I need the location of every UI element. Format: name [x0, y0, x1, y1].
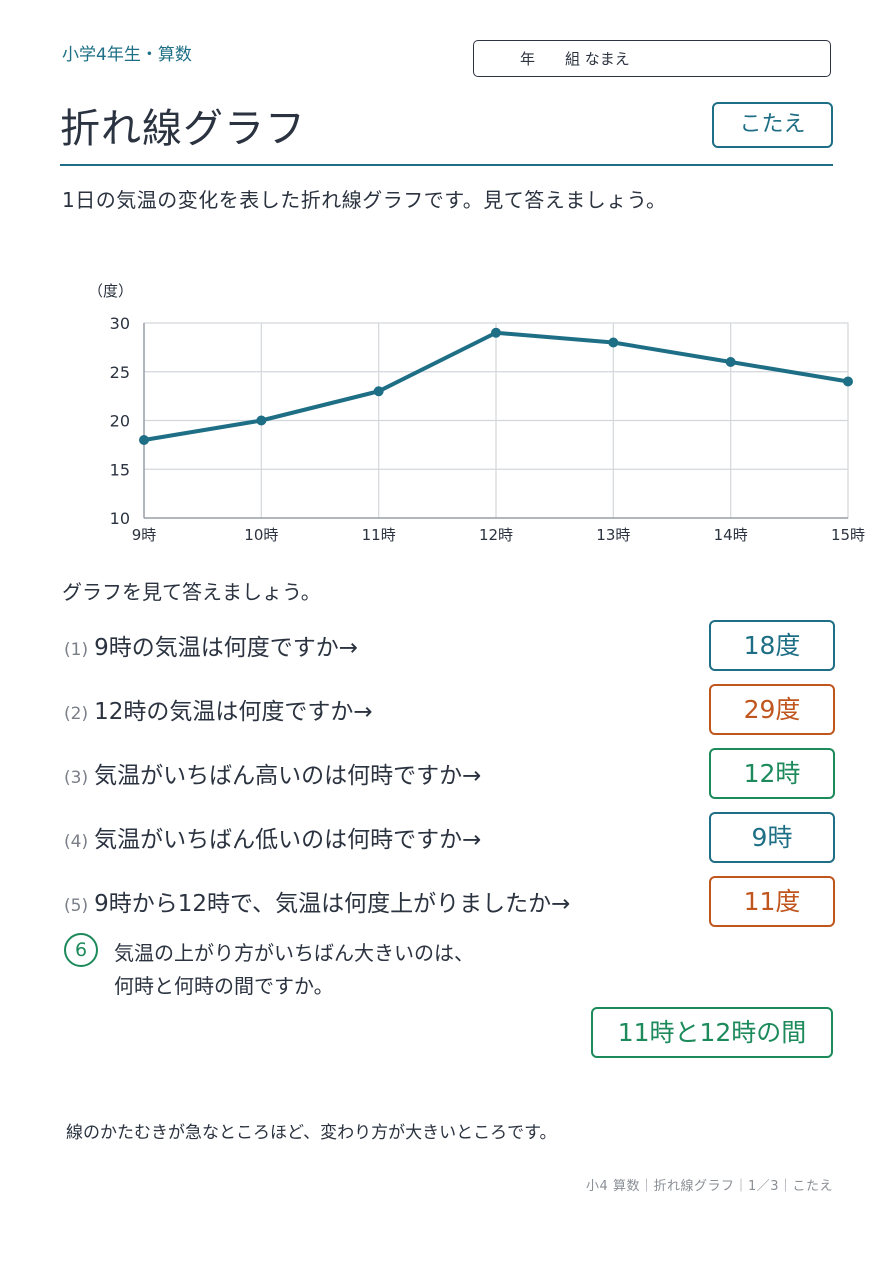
question-6-line1: 気温の上がり方がいちばん大きいのは、: [114, 941, 474, 965]
question-number: (3): [64, 768, 89, 788]
question-5: (5) 9時から12時で、気温は何度上がりましたか→: [64, 884, 570, 918]
data-point: [725, 357, 736, 367]
x-tick-label: 9時: [132, 526, 157, 544]
y-axis-label: （度）: [88, 282, 133, 300]
y-tick-label: 10: [110, 509, 130, 528]
question-2: (2) 12時の気温は何度ですか→: [64, 692, 373, 726]
question-number: (4): [64, 832, 89, 852]
question-text: 気温がいちばん低いのは何時ですか→: [94, 827, 482, 853]
x-tick-label: 10時: [244, 526, 278, 544]
y-tick-label: 30: [110, 314, 130, 333]
x-tick-label: 14時: [714, 526, 748, 544]
questions-heading: グラフを見て答えましょう。: [62, 580, 321, 604]
hint-note: 線のかたむきが急なところほど、変わり方が大きいところです。: [66, 1123, 557, 1143]
question-number: (5): [64, 896, 89, 916]
answer-box: 11度: [709, 876, 835, 927]
subject-label: 小学4年生・算数: [62, 45, 192, 65]
y-tick-label: 25: [110, 363, 130, 382]
x-tick-label: 12時: [479, 526, 513, 544]
question-text: 気温がいちばん高いのは何時ですか→: [94, 763, 482, 789]
line-chart: 10 15 20 25 30 9時 10時 11時 12時 13時 14時 15時 （度）: [88, 282, 865, 544]
question-number: (1): [64, 640, 89, 660]
title-divider: [60, 164, 833, 166]
page-footer: 小4 算数｜折れ線グラフ｜1／3｜こたえ: [586, 1179, 833, 1194]
answer-box: 9時: [709, 812, 835, 863]
question-text: 9時から12時で、気温は何度上がりましたか→: [94, 891, 571, 917]
name-box[interactable]: 年 組 なまえ: [473, 40, 831, 77]
intro-text: 1日の気温の変化を表した折れ線グラフです。見て答えましょう。: [62, 188, 667, 212]
question-3: (3) 気温がいちばん高いのは何時ですか→: [64, 756, 481, 790]
x-tick-label: 11時: [362, 526, 396, 544]
y-tick-label: 15: [110, 460, 130, 479]
answer-box: 29度: [709, 684, 835, 735]
answer-tag: こたえ: [712, 102, 833, 148]
answer-box: 12時: [709, 748, 835, 799]
page-title: 折れ線グラフ: [60, 106, 306, 152]
data-point: [843, 376, 853, 387]
data-point: [491, 327, 501, 338]
data-point: [139, 435, 149, 445]
question-6-text: 気温の上がり方がいちばん大きいのは、 何時と何時の間ですか。: [114, 937, 474, 1003]
question-6-line2: 何時と何時の間ですか。: [114, 974, 334, 998]
question-4: (4) 気温がいちばん低いのは何時ですか→: [64, 820, 481, 854]
question-text: 12時の気温は何度ですか→: [94, 699, 373, 725]
data-point: [608, 337, 619, 348]
data-point: [256, 415, 267, 426]
answer-box: 18度: [709, 620, 835, 671]
question-text: 9時の気温は何度ですか→: [94, 635, 358, 661]
x-tick-label: 13時: [596, 526, 630, 544]
question-6-number: 6: [64, 933, 98, 967]
question-number: (2): [64, 704, 89, 724]
data-point: [373, 386, 384, 397]
x-tick-label: 15時: [831, 526, 865, 544]
y-tick-label: 20: [110, 412, 130, 431]
answer-6-box: 11時と12時の間: [591, 1007, 833, 1058]
question-1: (1) 9時の気温は何度ですか→: [64, 628, 358, 662]
